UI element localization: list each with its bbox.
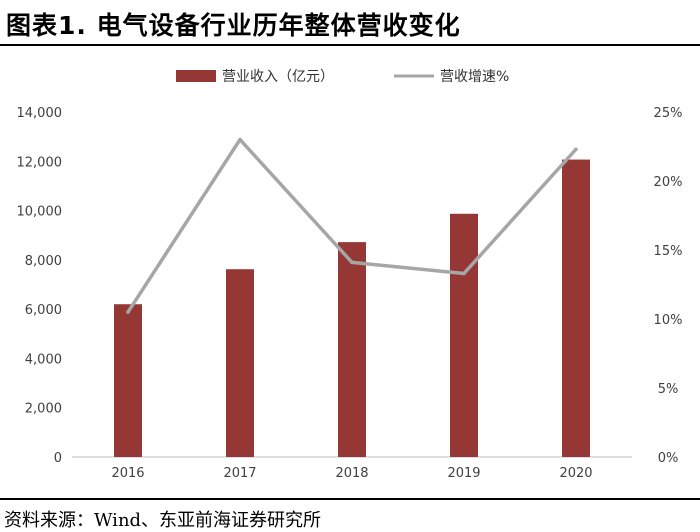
growth-point <box>126 310 130 314</box>
line-series <box>126 137 578 314</box>
bar-series <box>114 159 590 457</box>
growth-point <box>462 271 466 276</box>
y-right-tick-label: 20% <box>654 175 683 190</box>
bar <box>450 213 478 457</box>
y-left-tick-label: 2,000 <box>25 402 62 417</box>
x-tick-label: 2019 <box>447 466 480 481</box>
bar <box>226 269 254 457</box>
axes: 0 2,000 4,000 6,000 8,000 10,000 12,000 14,000 0… <box>17 106 683 481</box>
x-tick-label: 2016 <box>111 466 144 481</box>
x-tick-label: 2020 <box>559 466 592 481</box>
legend-label-bar: 营业收入（亿元） <box>222 69 334 85</box>
legend: 营业收入（亿元） 营收增速% <box>176 69 509 85</box>
bar <box>114 304 142 457</box>
y-right-tick-label: 25% <box>654 106 683 121</box>
combo-chart: 营业收入（亿元） 营收增速% 0 2,000 4,000 6,000 8,000 10,0… <box>17 69 683 481</box>
y-left-tick-label: 12,000 <box>17 155 63 170</box>
y-left-tick-label: 10,000 <box>17 205 63 220</box>
y-left-tick-label: 6,000 <box>25 303 62 318</box>
x-tick-label: 2017 <box>223 466 256 481</box>
y-left-tick-label: 14,000 <box>17 106 63 121</box>
growth-point <box>238 137 242 142</box>
y-right-tick-label: 15% <box>654 244 683 259</box>
title-bar: 图表1. 电气设备行业历年整体营收变化 <box>0 0 700 46</box>
chart-title: 图表1. 电气设备行业历年整体营收变化 <box>6 11 461 40</box>
bar <box>562 159 590 457</box>
source-bar: 资料来源：Wind、东亚前海证券研究所 <box>0 498 700 532</box>
y-left-tick-label: 4,000 <box>25 352 62 367</box>
legend-swatch-bar <box>176 70 216 82</box>
y-left-tick-label: 8,000 <box>25 254 62 269</box>
bar <box>338 242 366 457</box>
y-right-tick-label: 10% <box>654 313 683 328</box>
source-note: 资料来源：Wind、东亚前海证券研究所 <box>4 510 322 531</box>
legend-label-line: 营收增速% <box>440 69 509 85</box>
chart-area: 营业收入（亿元） 营收增速% 0 2,000 4,000 6,000 8,000 10,0… <box>0 46 700 498</box>
y-right-tick-label: 0% <box>658 451 679 466</box>
y-right-tick-label: 5% <box>658 382 679 397</box>
x-tick-label: 2018 <box>335 466 368 481</box>
growth-point <box>350 260 354 265</box>
growth-point <box>574 147 578 152</box>
y-left-tick-label: 0 <box>54 451 62 466</box>
